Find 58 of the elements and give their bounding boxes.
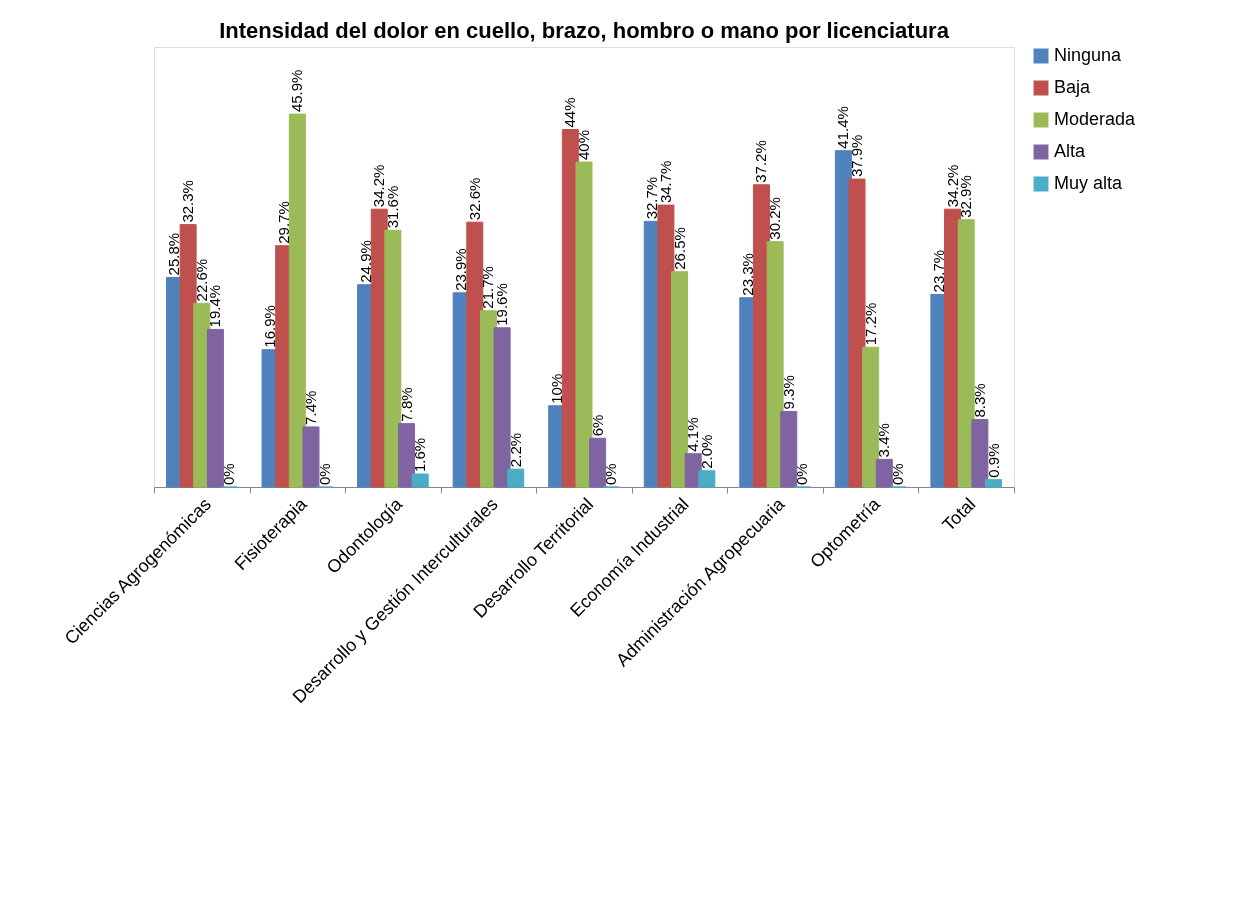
data-label: 17.2%	[861, 302, 879, 346]
legend-label: Alta	[1054, 141, 1087, 161]
data-label: 0%	[315, 463, 333, 485]
bar	[862, 346, 880, 488]
bar	[985, 479, 1003, 488]
bar	[206, 328, 224, 488]
bar	[302, 426, 320, 488]
data-label: 6%	[588, 414, 606, 437]
chart-title: Intensidad del dolor en cuello, brazo, hombro o mano por licenciatura	[219, 18, 950, 43]
bar	[671, 271, 689, 488]
data-label: 26.5%	[670, 227, 688, 270]
data-label: 3.4%	[875, 423, 893, 458]
bar	[971, 419, 989, 488]
data-label: 32.3%	[179, 180, 197, 223]
data-label: 0%	[888, 463, 906, 485]
bar	[398, 423, 416, 488]
bar	[507, 468, 525, 488]
data-label: 9.3%	[779, 375, 797, 410]
legend-label: Moderada	[1054, 109, 1137, 129]
data-label: 45.9%	[288, 69, 306, 113]
data-label: 1.6%	[411, 437, 429, 472]
legend-label: Baja	[1054, 77, 1092, 97]
data-label: 0%	[602, 463, 620, 485]
bar	[848, 178, 866, 488]
data-label: 7.4%	[301, 390, 319, 425]
data-label: 24.9%	[356, 240, 374, 283]
legend-label: Muy alta	[1054, 173, 1124, 193]
data-label: 40%	[575, 130, 592, 161]
bar	[288, 113, 306, 488]
data-label: 0%	[220, 463, 238, 485]
bar	[493, 327, 511, 488]
data-label: 23.7%	[929, 249, 947, 293]
data-label: 23.3%	[738, 253, 756, 296]
data-label: 7.8%	[397, 387, 415, 422]
bar	[589, 437, 607, 488]
data-label: 44%	[561, 97, 579, 128]
data-label: 23.9%	[452, 248, 470, 291]
data-label: 25.8%	[165, 232, 183, 276]
data-label: 37.2%	[752, 140, 770, 183]
data-label: 0%	[793, 463, 811, 485]
bar	[384, 229, 402, 488]
data-label: 29.7%	[274, 201, 292, 244]
bar	[411, 473, 429, 488]
bar	[698, 470, 716, 488]
data-label: 0.9%	[984, 443, 1002, 478]
bar	[780, 410, 798, 488]
legend-label: Ninguna	[1054, 45, 1123, 65]
data-label: 10%	[547, 373, 565, 404]
bar	[875, 458, 893, 488]
data-label: 2.2%	[506, 432, 524, 468]
bar	[957, 219, 975, 488]
data-label: 16.9%	[261, 305, 279, 348]
bar	[684, 453, 702, 488]
data-label: 32.6%	[465, 177, 483, 221]
data-label: 30.2%	[766, 197, 784, 240]
data-label: 8.3%	[970, 383, 988, 418]
bar	[766, 241, 784, 488]
bar	[575, 161, 593, 488]
